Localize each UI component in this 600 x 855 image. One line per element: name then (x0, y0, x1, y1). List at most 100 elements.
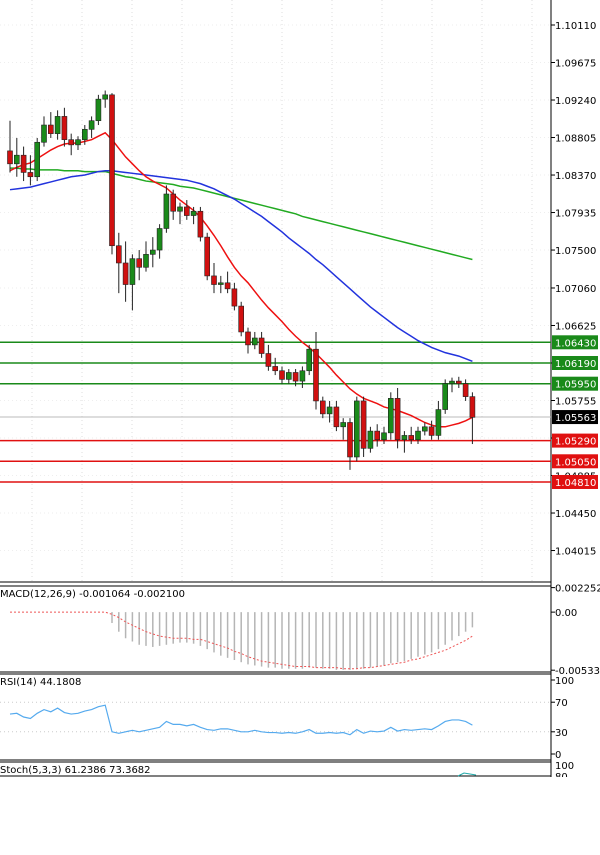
candle-body-40 (279, 370, 285, 380)
candle-body-41 (285, 372, 292, 380)
rsi-tick-label-2: 30 (555, 728, 568, 739)
macd-signal-line (10, 611, 473, 670)
candle-body-68 (469, 396, 476, 418)
candle-body-10 (75, 139, 81, 146)
candle-body-51 (353, 400, 360, 458)
candle-body-65 (449, 380, 455, 384)
level-label-2: 1.05950 (555, 380, 596, 391)
candle-body-20 (143, 254, 149, 268)
rsi-tick-label-0: 100 (555, 676, 574, 687)
rsi-tick-label-3: 0 (555, 750, 561, 761)
macd-tick-label-2: -0.005334 (555, 666, 600, 677)
candle-body-33 (231, 288, 238, 307)
candle-body-43 (299, 370, 306, 382)
last-price-label: 1.05563 (555, 413, 596, 424)
candle-body-50 (347, 422, 353, 458)
candle-body-49 (340, 422, 347, 428)
candle-body-0 (7, 150, 13, 165)
candle-body-42 (292, 372, 299, 382)
candle-body-37 (258, 337, 265, 354)
rsi-line (9, 704, 473, 736)
candle-body-32 (224, 282, 231, 290)
main-tick-label-7: 1.07060 (555, 284, 596, 295)
blank-footer (0, 777, 600, 855)
level-label-5: 1.04810 (555, 478, 596, 489)
macd-label: MACD(12,26,9) -0.001064 -0.002100 (0, 589, 185, 600)
candle-body-61 (421, 426, 428, 432)
level-label-1: 1.06190 (555, 359, 596, 370)
main-tick-label-0: 1.10110 (555, 21, 596, 32)
candle-body-44 (306, 348, 313, 372)
candle-body-66 (455, 380, 462, 384)
candle-body-28 (197, 210, 204, 238)
candle-body-25 (177, 206, 183, 212)
level-label-3: 1.05290 (555, 437, 596, 448)
candle-body-6 (47, 124, 54, 134)
candle-body-31 (218, 282, 224, 285)
stoch-label: Stoch(5,3,3) 61.2386 73.3682 (0, 765, 151, 776)
candle-body-19 (136, 258, 142, 268)
candle-body-23 (163, 193, 170, 229)
candle-body-57 (394, 398, 401, 441)
level-box-4 (552, 454, 598, 469)
candle-body-21 (150, 249, 156, 255)
main-tick-label-5: 1.07935 (555, 209, 596, 220)
candle-body-35 (245, 331, 251, 346)
rsi-panel: 100 70 30 0 (0, 673, 574, 761)
stoch-k-line (457, 772, 477, 777)
candle-body-36 (252, 337, 258, 346)
candle-body-29 (204, 236, 210, 277)
candle-body-47 (326, 406, 333, 415)
candle-body-13 (95, 98, 102, 122)
candle-body-62 (428, 426, 435, 436)
macd-tick-label-0: 0.002252 (555, 584, 600, 595)
candle-body-22 (156, 228, 163, 251)
candle-body-56 (387, 398, 394, 434)
candle-body-38 (265, 353, 272, 367)
candle-body-9 (68, 139, 74, 146)
candle-body-58 (401, 435, 408, 441)
rsi-tick-label-1: 70 (555, 698, 568, 709)
candle-body-3 (27, 172, 34, 178)
candle-body-14 (102, 94, 108, 100)
candle-body-53 (367, 430, 374, 449)
macd-tick-label-1: 0.00 (555, 608, 577, 619)
candle-body-60 (415, 430, 421, 441)
candle-body-59 (408, 435, 415, 441)
main-tick-label-2: 1.09240 (555, 96, 596, 107)
rsi-label: RSI(14) 44.1808 (0, 677, 81, 688)
candle-body-48 (333, 406, 340, 428)
candle-body-16 (116, 245, 122, 264)
candle-body-27 (190, 210, 197, 216)
level-label-0: 1.06430 (555, 338, 596, 349)
main-tick-label-4: 1.08370 (555, 171, 596, 182)
level-box-5 (552, 474, 598, 489)
candle-body-34 (238, 305, 244, 333)
candle-body-12 (88, 120, 95, 130)
level-box-1 (552, 355, 598, 370)
candle-body-46 (319, 400, 326, 415)
ma-mid-line (9, 169, 473, 362)
candle-body-54 (374, 430, 381, 441)
main-tick-label-8: 1.06625 (555, 321, 596, 332)
main-tick-label-1: 1.09675 (555, 59, 596, 70)
candle-body-39 (272, 366, 279, 372)
candle-body-52 (360, 400, 367, 449)
candle-body-7 (54, 116, 61, 134)
main-tick-label-10: 1.05755 (555, 397, 596, 408)
candle-body-18 (129, 258, 136, 285)
level-box-0 (552, 335, 598, 350)
candle-body-26 (184, 206, 190, 216)
ma-slow-line (10, 167, 473, 261)
candle-body-5 (41, 124, 47, 143)
main-tick-label-3: 1.08805 (555, 134, 596, 145)
candle-body-67 (462, 383, 469, 397)
candle-body-24 (170, 193, 176, 212)
candle-body-30 (211, 275, 217, 285)
main-tick-label-13: 1.04450 (555, 509, 596, 520)
candle-body-4 (34, 141, 41, 178)
candle-body-8 (61, 116, 68, 140)
main-tick-label-14: 1.04015 (555, 547, 596, 558)
